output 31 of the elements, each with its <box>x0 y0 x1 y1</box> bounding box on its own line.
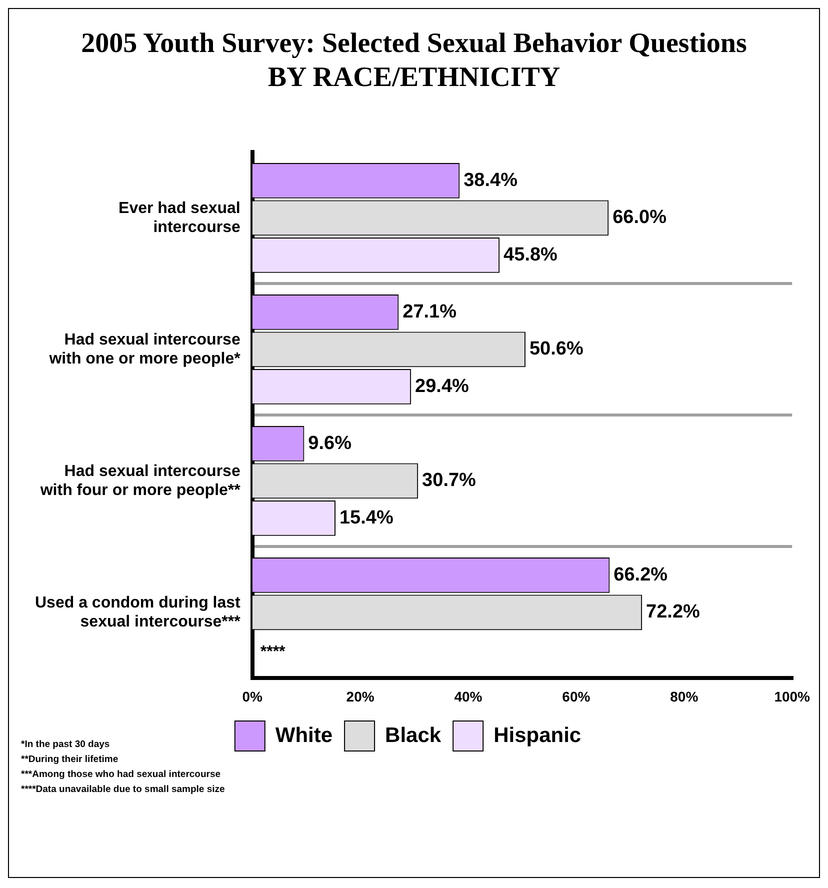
text: *In the past 30 days <box>21 738 111 752</box>
data-label: 9.6% <box>308 432 352 454</box>
x-tick-label: 100% <box>774 688 811 704</box>
x-tick-label: 60% <box>562 688 591 704</box>
legend-label: Black <box>385 724 442 747</box>
legend-label: Hispanic <box>494 724 582 747</box>
text: ****Data unavailable due to small sample size <box>21 783 225 797</box>
text: **During their lifetime <box>21 753 120 767</box>
chart-title: 2005 Youth Survey: Selected Sexual Behavior Questions <box>80 27 748 61</box>
data-label: 38.4% <box>464 170 518 191</box>
y-tick-label: Had sexual intercourse with four or more people** <box>39 462 242 499</box>
data-label: 50.6% <box>529 338 584 360</box>
x-tick-label: 40% <box>454 688 483 704</box>
data-label: 72.2% <box>646 602 700 623</box>
x-tick-label: 20% <box>346 688 375 704</box>
annotation: **** <box>260 643 286 660</box>
y-tick-label: Had sexual intercourse with one or more people* <box>48 331 242 368</box>
x-tick-label: 0% <box>242 688 264 704</box>
data-label: 15.4% <box>339 507 394 528</box>
data-label: 29.4% <box>415 376 470 397</box>
y-tick-label: Ever had sexual intercourse <box>118 200 240 236</box>
data-label: 30.7% <box>422 470 476 492</box>
data-label: 66.0% <box>612 207 667 228</box>
text: ***Among those who had sexual intercourse <box>21 768 222 782</box>
y-tick-label: Used a condom during last sexual intercourse*** <box>35 594 242 630</box>
data-label: 66.2% <box>614 564 668 586</box>
x-tick-label: 80% <box>670 688 699 704</box>
data-label: 27.1% <box>402 301 457 322</box>
legend-label: White <box>275 724 333 747</box>
data-label: 45.8% <box>504 244 558 266</box>
chart-subtitle: BY RACE/ETHNICITY <box>266 61 562 95</box>
